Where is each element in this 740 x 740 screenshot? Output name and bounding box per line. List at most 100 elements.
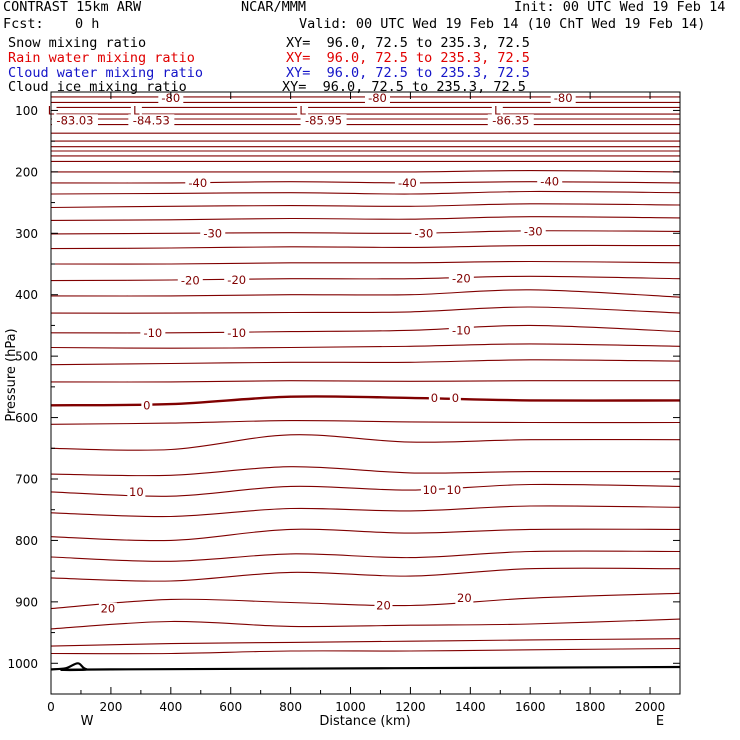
contour-label-bg [520,225,546,238]
y-tick-label: 300 [15,227,38,241]
contour-label-bg [128,114,175,127]
contour-label: 10 [129,485,144,499]
contour-line-37 [50,618,681,630]
contour-label-bg [491,104,503,117]
contour-label: 20 [376,599,391,613]
x-west-label: W [81,714,94,729]
contour-line-34 [50,550,681,562]
contour-label-bg [449,391,461,404]
field-cloud-ice-name: Cloud ice mixing ratio [8,79,187,95]
contour-label: -10 [143,326,162,340]
contour-label-bg [297,104,309,117]
x-tick-label: 200 [99,700,122,714]
contour-line-22 [50,306,681,314]
field-cloud-ice-xy: XY= 96.0, 72.5 to 235.3, 72.5 [282,79,526,95]
contour-line-24 [50,343,681,349]
y-axis-label: Pressure (hPa) [4,328,19,421]
y-tick-label: 500 [15,350,38,364]
contour-label: 10 [423,483,438,497]
y-tick-label: 700 [15,473,38,487]
contour-line-21 [50,289,681,298]
contour-line-17 [50,230,681,235]
field-cloud-water-xy: XY= 96.0, 72.5 to 235.3, 72.5 [286,65,530,81]
x-axis: 0 200 400 600 800 1000 1200 1400 1600 1800 2000 [47,92,665,714]
model-title: CONTRAST 15km ARW [3,0,142,15]
contour-label: 0 [143,398,150,412]
contour-label: -20 [227,273,246,287]
contour-label: 20 [457,591,472,605]
contour-label-bg [141,399,153,412]
y-tick-label: 900 [15,595,38,609]
contour-line-26 [50,380,681,383]
contour-lines [50,96,681,672]
contour-line-36 [50,592,681,610]
org-label: NCAR/MMM [241,0,307,15]
contour-label: L [133,103,140,117]
contour-label-bg [487,114,534,127]
contour-line-25 [50,359,681,366]
y-tick-label: 800 [15,534,38,548]
contour-label: -86.35 [492,113,529,127]
field-snow-xy: XY= 96.0, 72.5 to 235.3, 72.5 [286,35,530,51]
contour-label-bg [448,272,474,285]
init-time: Init: 00 UTC Wed 19 Feb 14 [514,0,726,15]
field-rain-xy: XY= 96.0, 72.5 to 235.3, 72.5 [286,50,530,66]
contour-label: -40 [540,175,559,189]
contour-label: -10 [227,326,246,340]
contour-line-35 [50,567,681,582]
x-tick-label: 1600 [515,700,546,714]
contour-label-bg [448,324,474,337]
contour-line-19 [50,260,681,265]
contour-label-bg [185,176,211,189]
contour-label: 0 [452,391,459,405]
y-tick-label: 600 [15,411,38,425]
field-cloud-water-name: Cloud water mixing ratio [8,65,204,81]
contour-label-bg [224,273,250,286]
contour-label: 0 [431,391,438,405]
x-tick-label: 600 [219,700,242,714]
contour-label: -40 [398,176,417,190]
x-tick-label: 0 [47,700,55,714]
contour-label-bg [550,92,576,105]
contour-line-20 [50,275,681,282]
contour-label-bg [200,227,226,240]
contour-line-31 [50,483,681,497]
contour-label-bg [428,391,440,404]
contour-line-13 [50,181,681,184]
contour-label-bg [455,592,474,605]
contour-label: -30 [524,224,543,238]
x-tick-label: 2000 [635,700,666,714]
forecast-value: 0 h [75,16,100,32]
field-rain-name: Rain water mixing ratio [8,50,195,66]
x-tick-label: 1000 [335,700,366,714]
contour-label: 10 [447,483,462,497]
contour-labels: -80 -80 -80-83.03 -84.53 -85.95 -86.35L L L L-40… [45,91,576,616]
contour-label-bg [537,175,563,188]
contour-line-38 [50,638,681,647]
contour-label: L [494,103,501,117]
x-axis-label: Distance (km) [319,714,410,729]
contour-label: -30 [203,226,222,240]
contour-label-bg [98,602,117,615]
x-tick-label: 1400 [455,700,486,714]
contour-line-15 [50,203,681,209]
contour-label-bg [130,104,142,117]
contour-line-39 [50,647,681,655]
contour-label: -83.03 [56,113,93,127]
x-tick-label: 800 [279,700,302,714]
field-snow-name: Snow mixing ratio [8,35,147,51]
plot-frame [50,91,681,695]
x-tick-label: 1800 [575,700,606,714]
contour-label-bg [300,114,347,127]
contour-label: -84.53 [133,113,170,127]
contour-line-27 [50,395,681,407]
ground-line [50,662,681,672]
contour-label: -80 [554,91,573,105]
x-tick-label: 1200 [395,700,426,714]
contour-label-bg [140,326,166,339]
contour-line-28 [50,420,681,425]
contour-label-bg [51,114,98,127]
contour-label-bg [420,484,439,497]
